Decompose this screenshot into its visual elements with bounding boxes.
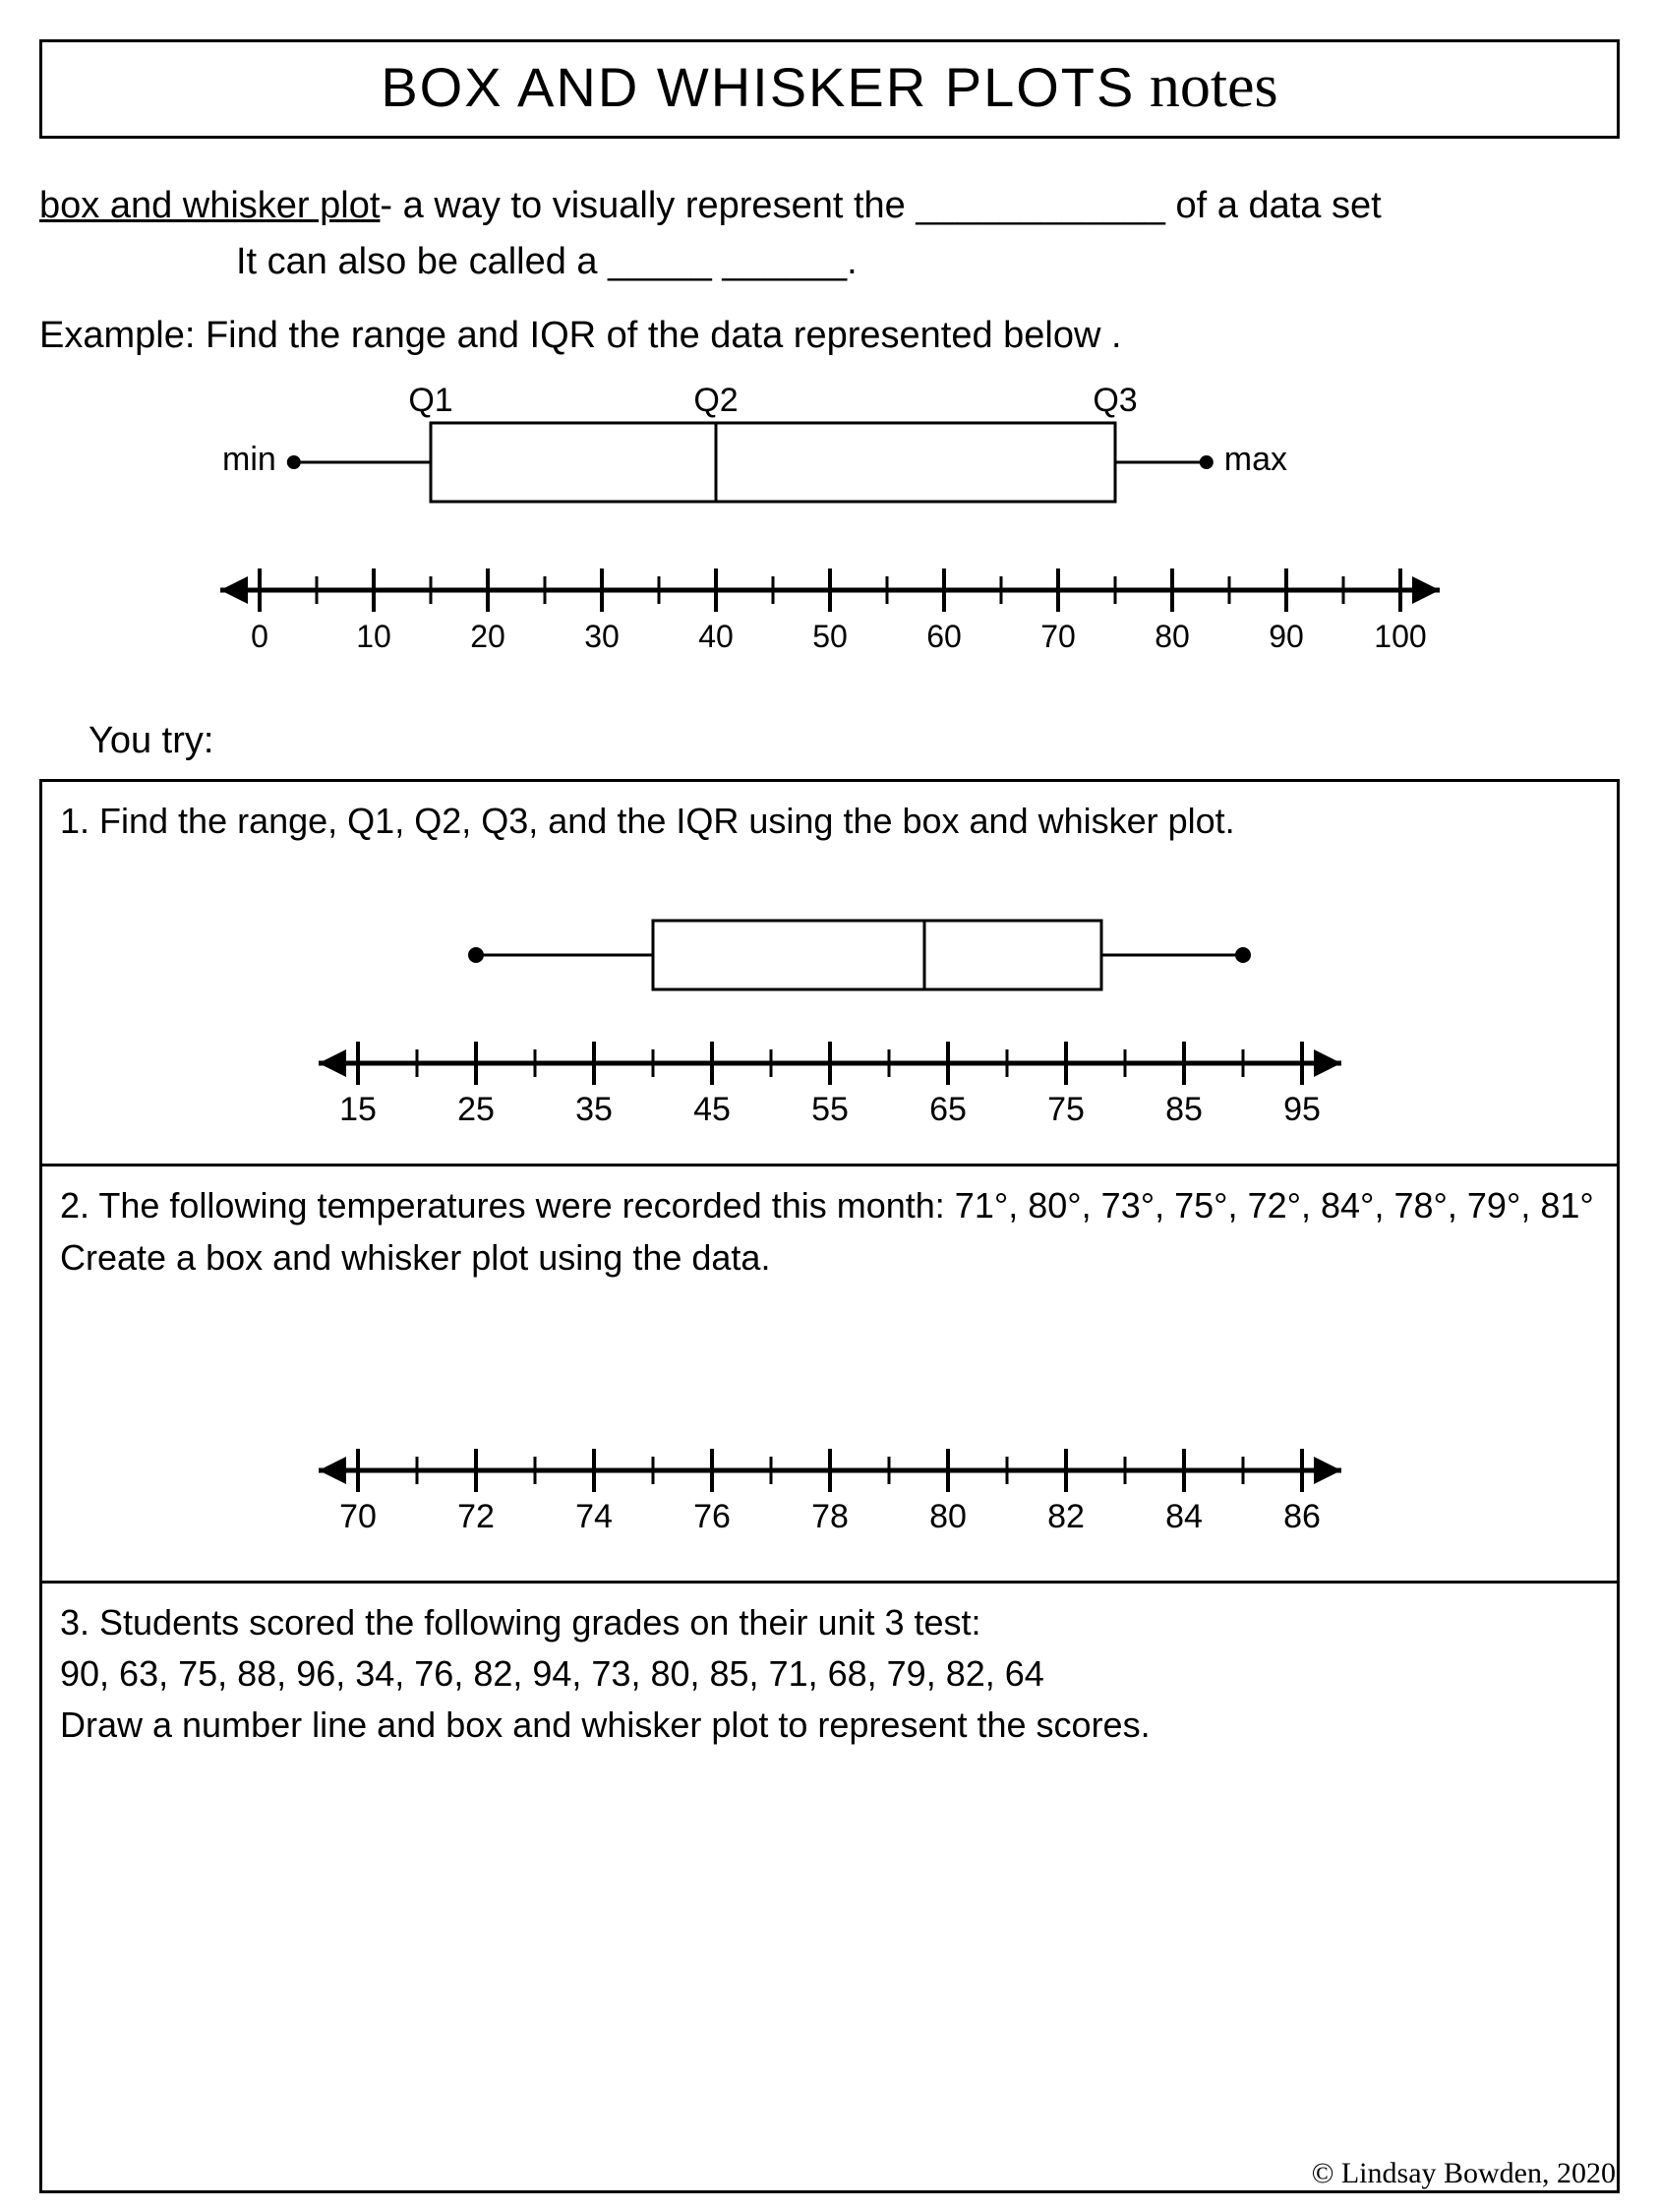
- problem-2-line1: 2. The following temperatures were recor…: [60, 1180, 1599, 1231]
- svg-text:86: 86: [1283, 1498, 1321, 1535]
- svg-text:30: 30: [584, 619, 620, 654]
- intro-block: box and whisker plot- a way to visually …: [39, 178, 1620, 364]
- problem-1-text: 1. Find the range, Q1, Q2, Q3, and the I…: [60, 796, 1599, 847]
- svg-text:65: 65: [929, 1091, 967, 1128]
- svg-text:95: 95: [1283, 1091, 1321, 1128]
- svg-text:74: 74: [575, 1498, 613, 1535]
- svg-text:82: 82: [1047, 1498, 1085, 1535]
- svg-text:Q1: Q1: [408, 382, 452, 419]
- svg-text:70: 70: [1040, 619, 1076, 654]
- definition-part1: - a way to visually represent the ______…: [380, 185, 1381, 226]
- problem-3-line3: Draw a number line and box and whisker p…: [60, 1700, 1599, 1751]
- svg-text:25: 25: [457, 1091, 495, 1128]
- problem-3-line1: 3. Students scored the following grades …: [60, 1597, 1599, 1648]
- svg-text:70: 70: [339, 1498, 377, 1535]
- svg-text:0: 0: [251, 619, 268, 654]
- svg-text:45: 45: [693, 1091, 731, 1128]
- svg-text:15: 15: [339, 1091, 377, 1128]
- example-label: Example: Find the range and IQR of the d…: [39, 308, 1620, 364]
- svg-text:80: 80: [1155, 619, 1190, 654]
- title-cursive: notes: [1150, 53, 1278, 120]
- svg-text:min: min: [222, 441, 276, 478]
- svg-text:35: 35: [575, 1091, 613, 1128]
- svg-text:84: 84: [1165, 1498, 1203, 1535]
- svg-text:50: 50: [812, 619, 848, 654]
- svg-text:75: 75: [1047, 1091, 1085, 1128]
- svg-text:20: 20: [470, 619, 505, 654]
- svg-text:10: 10: [356, 619, 391, 654]
- svg-text:78: 78: [811, 1498, 849, 1535]
- svg-text:76: 76: [693, 1498, 731, 1535]
- svg-text:85: 85: [1165, 1091, 1203, 1128]
- svg-text:Q2: Q2: [693, 382, 738, 419]
- svg-text:max: max: [1223, 441, 1286, 478]
- problem-2-numberline: 70 72 74 76 78 80 82 84 86: [60, 1421, 1599, 1563]
- svg-text:72: 72: [457, 1498, 495, 1535]
- problem-2-line2: Create a box and whisker plot using the …: [60, 1232, 1599, 1284]
- svg-text:100: 100: [1374, 619, 1426, 654]
- problem-3-line2: 90, 63, 75, 88, 96, 34, 76, 82, 94, 73, …: [60, 1648, 1599, 1700]
- problem-1-plot: 15 25 35 45 55 65 75 85 95: [60, 876, 1599, 1146]
- problem-1-cell: 1. Find the range, Q1, Q2, Q3, and the I…: [41, 781, 1619, 1166]
- you-try-label: You try:: [89, 713, 1620, 769]
- title-main: BOX AND WHISKER PLOTS: [381, 56, 1135, 118]
- svg-text:40: 40: [698, 619, 734, 654]
- example-plot: 0 10 20 30 40 50 60 70 80 90 100 Q1 Q2 Q3 min max: [39, 374, 1620, 674]
- svg-text:55: 55: [811, 1091, 849, 1128]
- svg-text:90: 90: [1269, 619, 1304, 654]
- svg-text:80: 80: [929, 1498, 967, 1535]
- term: box and whisker plot: [39, 185, 380, 226]
- you-try-table: 1. Find the range, Q1, Q2, Q3, and the I…: [39, 779, 1620, 2193]
- definition-line2: It can also be called a _____ ______.: [236, 234, 1620, 290]
- copyright: © Lindsay Bowden, 2020: [1312, 2157, 1616, 2190]
- problem-3-cell: 3. Students scored the following grades …: [41, 1582, 1619, 2191]
- svg-text:60: 60: [926, 619, 962, 654]
- svg-text:Q3: Q3: [1093, 382, 1137, 419]
- problem-2-cell: 2. The following temperatures were recor…: [41, 1166, 1619, 1583]
- page-title-box: BOX AND WHISKER PLOTS notes: [39, 39, 1620, 139]
